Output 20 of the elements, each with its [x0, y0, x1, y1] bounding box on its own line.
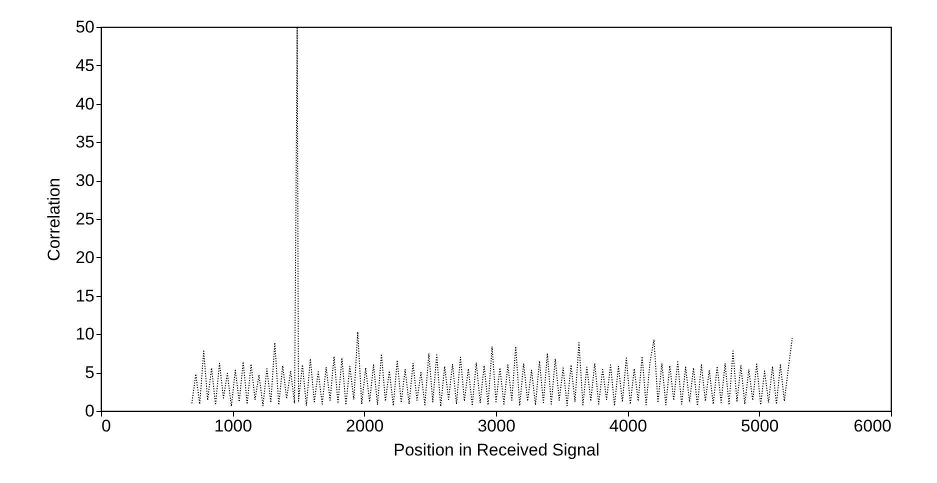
x-axis-title: Position in Received Signal: [393, 440, 600, 460]
y-tick-label: 25: [76, 210, 94, 228]
x-tick-label: 2000: [346, 416, 384, 436]
x-tick-label: 5000: [740, 416, 779, 436]
y-tick-label: 15: [76, 286, 94, 306]
x-tick-label: 1000: [214, 416, 252, 436]
x-tick-label: 0: [102, 416, 111, 436]
x-tick-label: 4000: [609, 416, 648, 436]
y-axis-title: Correlation: [44, 178, 64, 262]
y-tick-label: 30: [76, 171, 94, 190]
x-tick-label: 6000: [854, 416, 892, 436]
y-tick-label: 0: [85, 402, 94, 420]
y-tick-label: 20: [76, 248, 94, 267]
y-tick-label: 45: [76, 56, 94, 75]
y-tick-label: 10: [76, 324, 94, 344]
y-tick-label: 35: [76, 132, 94, 152]
y-tick-label: 40: [76, 94, 94, 114]
x-tick-label: 3000: [478, 416, 516, 436]
y-tick-label: 5: [85, 363, 94, 382]
y-tick-label: 50: [76, 18, 94, 36]
